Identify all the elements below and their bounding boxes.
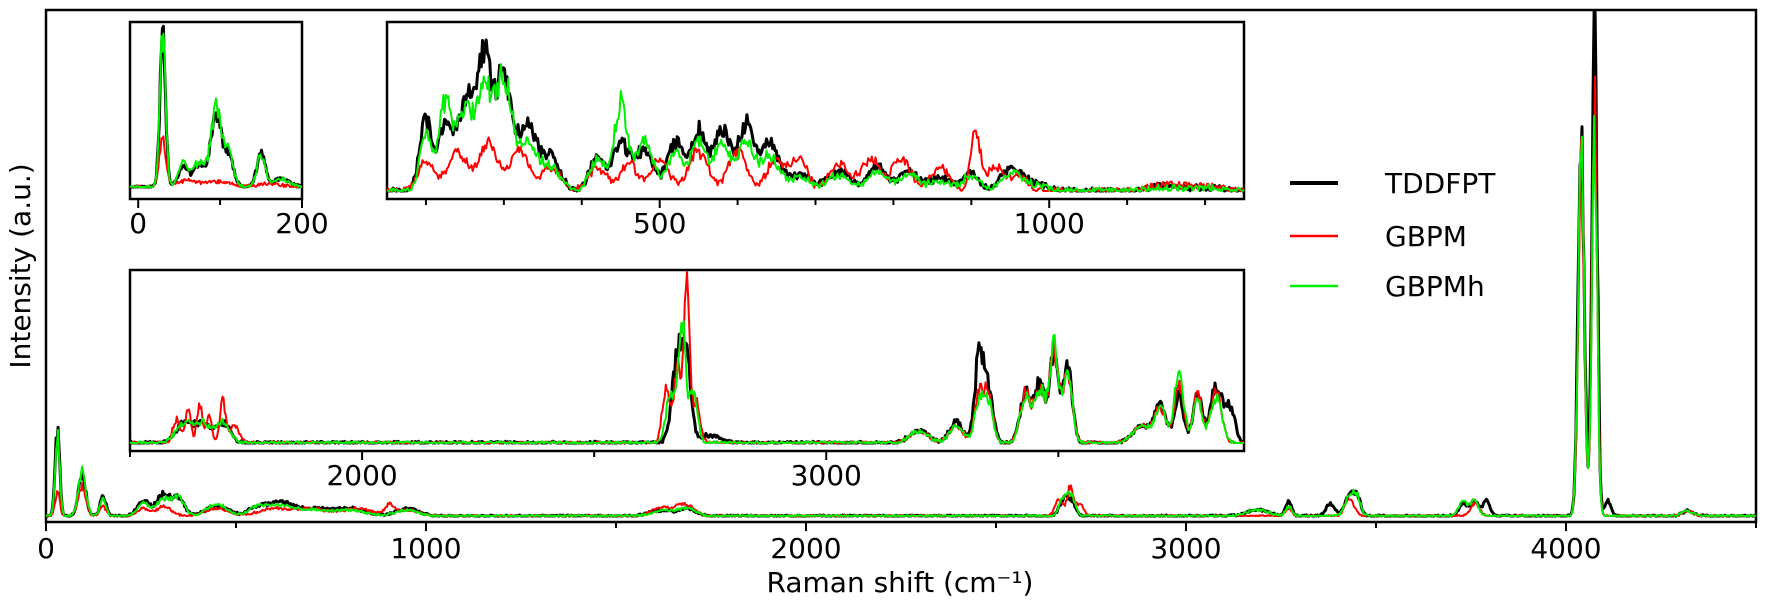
inset-mid-tick-label: 500 — [633, 207, 686, 240]
main-tick-label: 2000 — [770, 532, 841, 565]
inset-mid-line-gbpmh — [386, 63, 1245, 192]
inset-low-line-gbpm — [129, 135, 303, 188]
inset-high-frame — [128, 268, 1246, 453]
inset-high-tick-label: 2000 — [326, 459, 397, 492]
legend-label-gbpmh: GBPMh — [1385, 270, 1485, 303]
x-axis-label: Raman shift (cm⁻¹) — [767, 566, 1034, 599]
inset-high-frequency: 2000 3000 — [128, 268, 1246, 492]
inset-low-frequency: 0 200 — [128, 20, 329, 240]
main-series — [45, 10, 1757, 518]
inset-low-tick-label: 0 — [129, 207, 147, 240]
inset-low-tick-label: 200 — [275, 207, 328, 240]
inset-high-line-gbpmh — [129, 320, 1245, 444]
inset-low-line-gbpmh — [129, 32, 302, 188]
inset-mid-x-ticks: 500 1000 — [424, 199, 1207, 240]
inset-low-x-ticks: 0 200 — [129, 199, 329, 240]
main-plot: 0 1000 2000 3000 4000 — [37, 8, 1758, 565]
inset-high-tick-label: 3000 — [791, 459, 862, 492]
legend: TDDFPT GBPM GBPMh — [1290, 167, 1496, 303]
main-plot-frame — [44, 8, 1758, 524]
main-tick-label: 4000 — [1530, 532, 1601, 565]
inset-mid-frame — [385, 20, 1246, 201]
inset-low-series — [129, 24, 304, 189]
y-axis-label: Intensity (a.u.) — [4, 163, 37, 368]
main-x-ticks: 0 1000 2000 3000 4000 — [37, 522, 1757, 565]
main-line-gbpmh — [45, 115, 1757, 517]
main-tick-label: 1000 — [390, 532, 461, 565]
main-tick-label: 0 — [37, 532, 55, 565]
legend-label-gbpm: GBPM — [1385, 220, 1467, 253]
main-tick-label: 3000 — [1150, 532, 1221, 565]
inset-mid-tick-label: 1000 — [1014, 207, 1085, 240]
inset-high-x-ticks: 2000 3000 — [129, 451, 1060, 492]
inset-high-series — [129, 271, 1245, 445]
inset-mid-series — [386, 38, 1246, 193]
inset-mid-frequency: 500 1000 — [385, 20, 1246, 240]
legend-label-tddfpt: TDDFPT — [1384, 167, 1496, 200]
